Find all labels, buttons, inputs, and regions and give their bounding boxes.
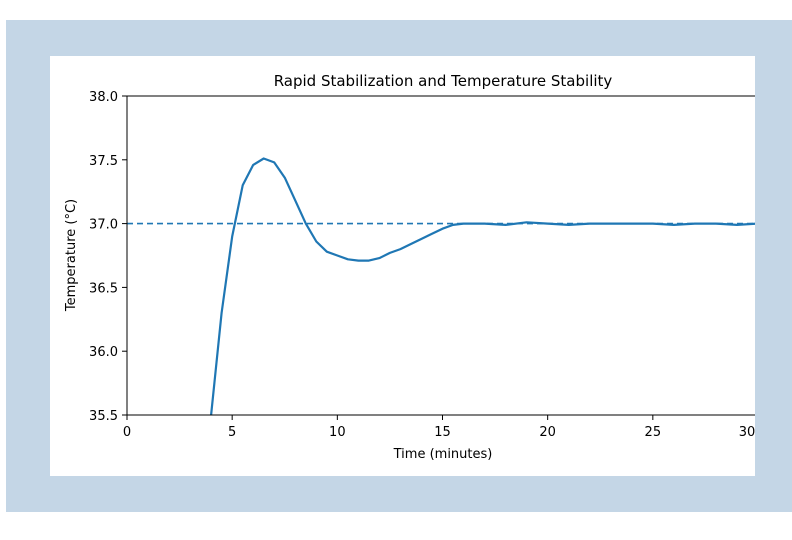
x-tick-label: 15 (434, 425, 451, 440)
y-tick-label: 38.0 (89, 90, 118, 105)
plot-area: 0 5 10 15 20 25 30 35.5 36.0 36.5 37.0 37.5 38.0 (89, 90, 755, 440)
x-tick-label: 20 (539, 425, 556, 440)
x-tick-label: 30 (739, 425, 755, 440)
y-tick-label: 37.0 (89, 218, 118, 233)
y-axis-label: Temperature (°C) (64, 199, 79, 312)
y-tick-label: 35.5 (89, 409, 118, 424)
y-tick-label: 36.0 (89, 345, 118, 360)
x-tick-label: 5 (228, 425, 236, 440)
x-tick-label: 10 (329, 425, 346, 440)
x-axis-label: Time (minutes) (393, 447, 493, 462)
y-tick-label: 36.5 (89, 281, 118, 296)
chart-figure: Rapid Stabilization and Temperature Stab… (50, 56, 755, 476)
temperature-series-line (210, 157, 755, 415)
x-tick-label: 0 (123, 425, 131, 440)
x-tick-label: 25 (645, 425, 662, 440)
y-tick-label: 37.5 (89, 154, 118, 169)
chart-title: Rapid Stabilization and Temperature Stab… (274, 72, 613, 90)
line-chart: Rapid Stabilization and Temperature Stab… (64, 72, 755, 462)
